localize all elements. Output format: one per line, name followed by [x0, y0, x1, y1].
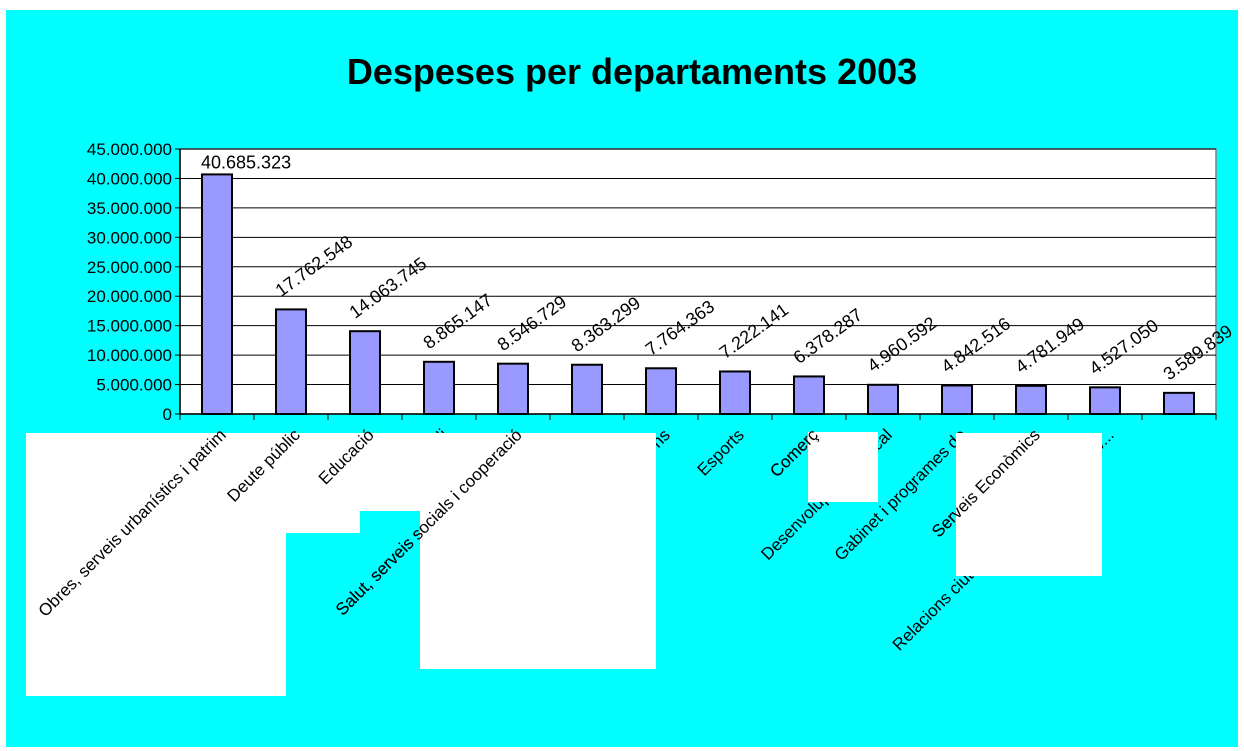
- bar: [793, 375, 825, 415]
- white-box: [26, 433, 286, 696]
- y-tick-label: 40.000.000: [87, 169, 172, 188]
- bar: [1089, 386, 1121, 415]
- bar: [719, 370, 751, 415]
- y-tick-label: 25.000.000: [87, 258, 172, 277]
- bar-chart: Despeses per departaments 2003 0 5.000.00…: [26, 51, 1236, 696]
- y-axis: 0 5.000.000 10.000.000 15.000.000 20.000.000…: [87, 140, 1217, 424]
- bar: [423, 360, 455, 415]
- bar: [201, 173, 233, 415]
- data-label: 40.685.323: [201, 152, 291, 172]
- bar: [941, 384, 973, 416]
- bar: [1015, 384, 1047, 415]
- white-box: [284, 433, 360, 533]
- bar: [571, 363, 603, 415]
- white-box: [808, 432, 878, 502]
- y-tick-label: 30.000.000: [87, 228, 172, 247]
- bar: [1163, 391, 1195, 415]
- y-tick-label: 20.000.000: [87, 287, 172, 306]
- bar: [645, 367, 677, 415]
- bar: [349, 330, 381, 416]
- y-tick-label: 0: [163, 405, 172, 424]
- chart-background: Despeses per departaments 2003 0 5.000.00…: [6, 10, 1238, 747]
- y-tick-label: 45.000.000: [87, 140, 172, 159]
- bar: [275, 308, 307, 415]
- chart-title: Despeses per departaments 2003: [347, 51, 917, 92]
- white-box: [420, 433, 656, 669]
- y-tick-label: 5.000.000: [96, 376, 172, 395]
- y-tick-label: 10.000.000: [87, 346, 172, 365]
- white-box: [214, 433, 264, 469]
- bars: [201, 173, 1195, 416]
- bar: [867, 383, 899, 416]
- white-box: [956, 433, 1102, 576]
- plot-area: [179, 148, 1217, 415]
- category-label: Esports: [694, 425, 748, 479]
- bar: [497, 362, 529, 415]
- y-tick-label: 15.000.000: [87, 317, 172, 336]
- y-tick-label: 35.000.000: [87, 199, 172, 218]
